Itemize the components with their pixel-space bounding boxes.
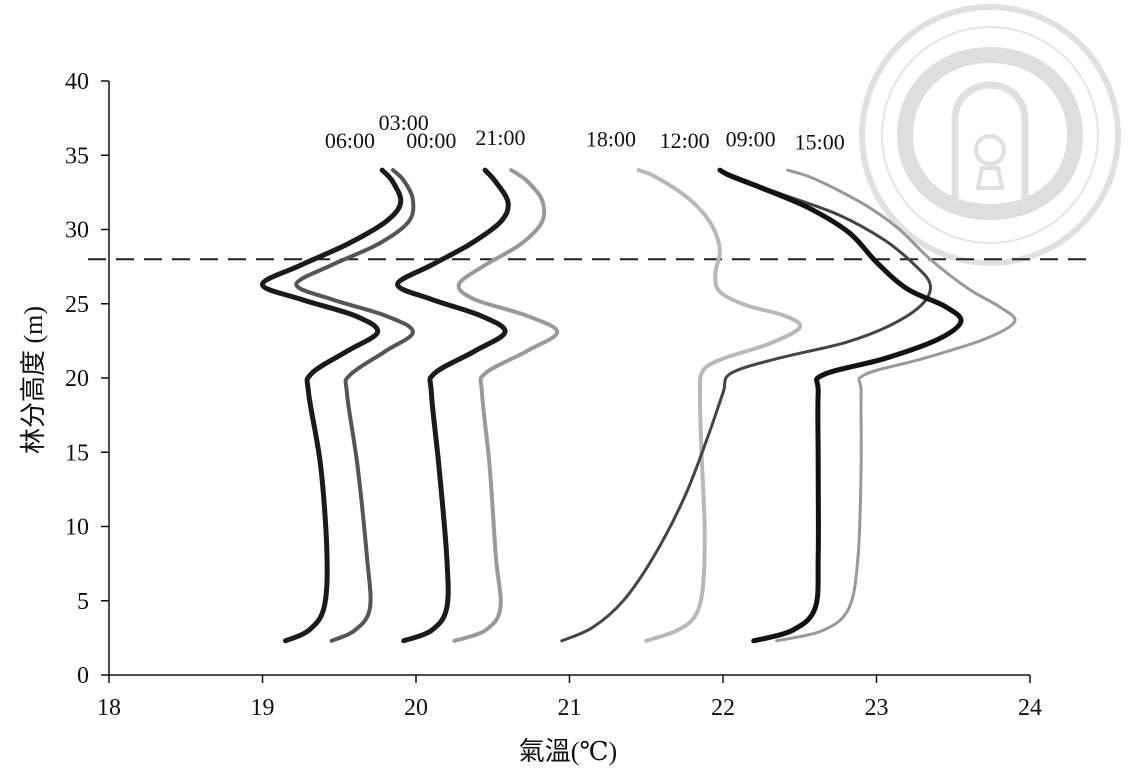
series-line-1500: [775, 168, 1017, 643]
series-label-0900: 09:00: [726, 126, 776, 151]
x-tick-label: 24: [1018, 695, 1042, 721]
y-tick-label: 0: [77, 663, 89, 689]
series-line-0600: [260, 167, 404, 644]
y-tick-label: 5: [77, 589, 89, 615]
series-label-1500: 15:00: [795, 129, 845, 154]
series-line-1200: [560, 168, 933, 643]
x-tick-label: 23: [865, 695, 889, 721]
series-line-2100: [452, 168, 560, 643]
series-line-1800: [636, 168, 803, 643]
x-tick-label: 18: [97, 695, 121, 721]
university-seal-watermark: [859, 4, 1121, 266]
series-label-1200: 12:00: [660, 128, 710, 153]
series-line-0000: [395, 167, 511, 644]
y-tick-label: 25: [65, 292, 89, 318]
x-tick-label: 22: [711, 695, 735, 721]
series-label-0600: 06:00: [325, 128, 375, 153]
series-line-0900: [717, 167, 964, 644]
x-tick-label: 21: [558, 695, 582, 721]
y-tick-label: 40: [65, 69, 89, 95]
y-tick-label: 10: [65, 515, 89, 541]
series-label-1800: 18:00: [586, 126, 636, 151]
x-axis-title: 氣溫(℃): [519, 737, 617, 766]
y-tick-label: 35: [65, 143, 89, 169]
series-layer: [260, 167, 1017, 644]
series-label-2100: 21:00: [475, 125, 525, 150]
y-tick-label: 15: [65, 440, 89, 466]
x-tick-label: 20: [404, 695, 428, 721]
series-label-0000: 00:00: [406, 128, 456, 153]
series-line-0300: [294, 168, 416, 643]
series-label-0300: 03:00: [379, 110, 429, 135]
y-axis-title: 林分高度 (m): [19, 306, 48, 454]
y-tick-label: 30: [65, 218, 89, 244]
axes: 18 19 20 21 22 23 24 0 5 10 15 20 25 30 35 40: [65, 69, 1042, 721]
y-tick-label: 20: [65, 366, 89, 392]
x-tick-label: 19: [251, 695, 275, 721]
